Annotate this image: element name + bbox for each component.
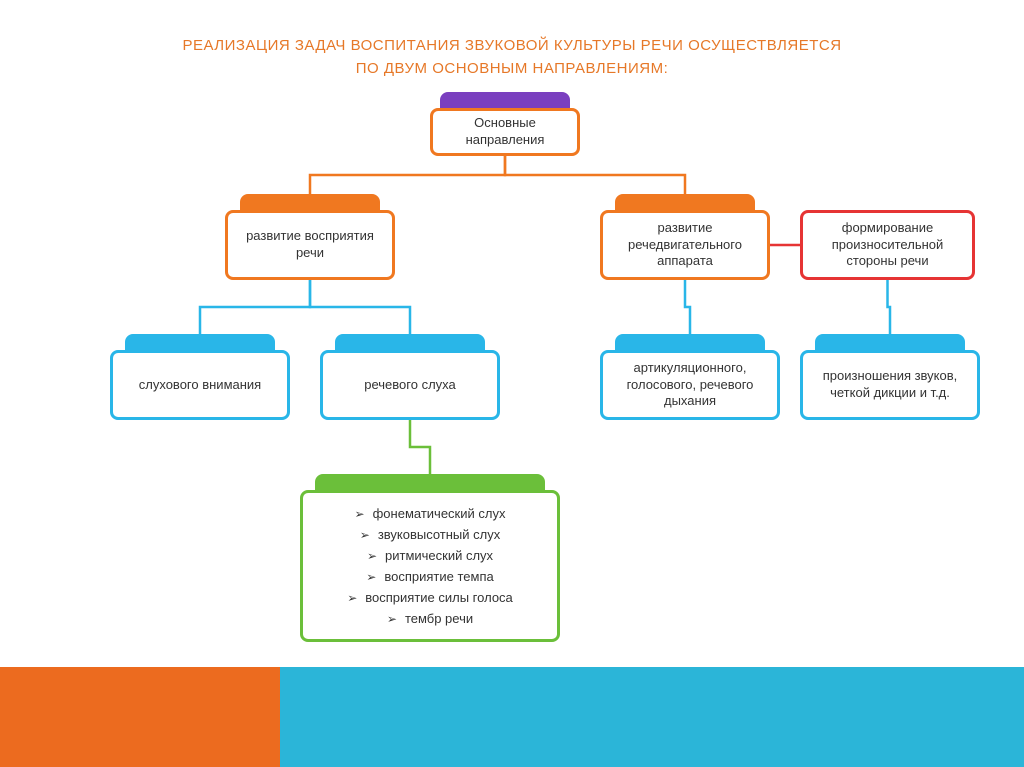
page-title: РЕАЛИЗАЦИЯ ЗАДАЧ ВОСПИТАНИЯ ЗВУКОВОЙ КУЛ…: [0, 0, 1024, 90]
title-line-2: ПО ДВУМ ОСНОВНЫМ НАПРАВЛЕНИЯМ:: [356, 60, 669, 77]
node-label-l2a: развитие восприятия речи: [236, 228, 384, 262]
title-line-1: РЕАЛИЗАЦИЯ ЗАДАЧ ВОСПИТАНИЯ ЗВУКОВОЙ КУЛ…: [182, 37, 841, 54]
hierarchy-diagram: Основные направления развитие восприятия …: [0, 90, 1024, 620]
node-label-root: Основные направления: [441, 115, 569, 149]
node-label-l3d: произношения звуков, четкой дикции и т.д…: [811, 368, 969, 402]
node-label-l3b: речевого слуха: [364, 377, 456, 394]
bullet-item-0: фонематический слух: [321, 503, 539, 524]
node-l3a: слухового внимания: [110, 350, 290, 420]
node-l2b: развитие речедвигательного аппарата: [600, 210, 770, 280]
bullet-item-5: тембр речи: [321, 608, 539, 629]
node-label-l2b: развитие речедвигательного аппарата: [611, 220, 759, 271]
node-label-l2c: формирование произносительной стороны ре…: [811, 220, 964, 271]
node-l2a: развитие восприятия речи: [225, 210, 395, 280]
bullet-item-4: восприятие силы голоса: [321, 587, 539, 608]
node-root: Основные направления: [430, 108, 580, 156]
node-l3d: произношения звуков, четкой дикции и т.д…: [800, 350, 980, 420]
node-label-l3c: артикуляционного, голосового, речевого д…: [611, 360, 769, 411]
node-l2c: формирование произносительной стороны ре…: [800, 210, 975, 280]
footer-decor-orange: [0, 607, 280, 767]
node-l3c: артикуляционного, голосового, речевого д…: [600, 350, 780, 420]
node-l3b: речевого слуха: [320, 350, 500, 420]
bullet-item-3: восприятие темпа: [321, 566, 539, 587]
bullets-box: фонематический слухзвуковысотный слухрит…: [300, 490, 560, 642]
bullet-item-1: звуковысотный слух: [321, 524, 539, 545]
node-label-l3a: слухового внимания: [139, 377, 261, 394]
bullet-item-2: ритмический слух: [321, 545, 539, 566]
